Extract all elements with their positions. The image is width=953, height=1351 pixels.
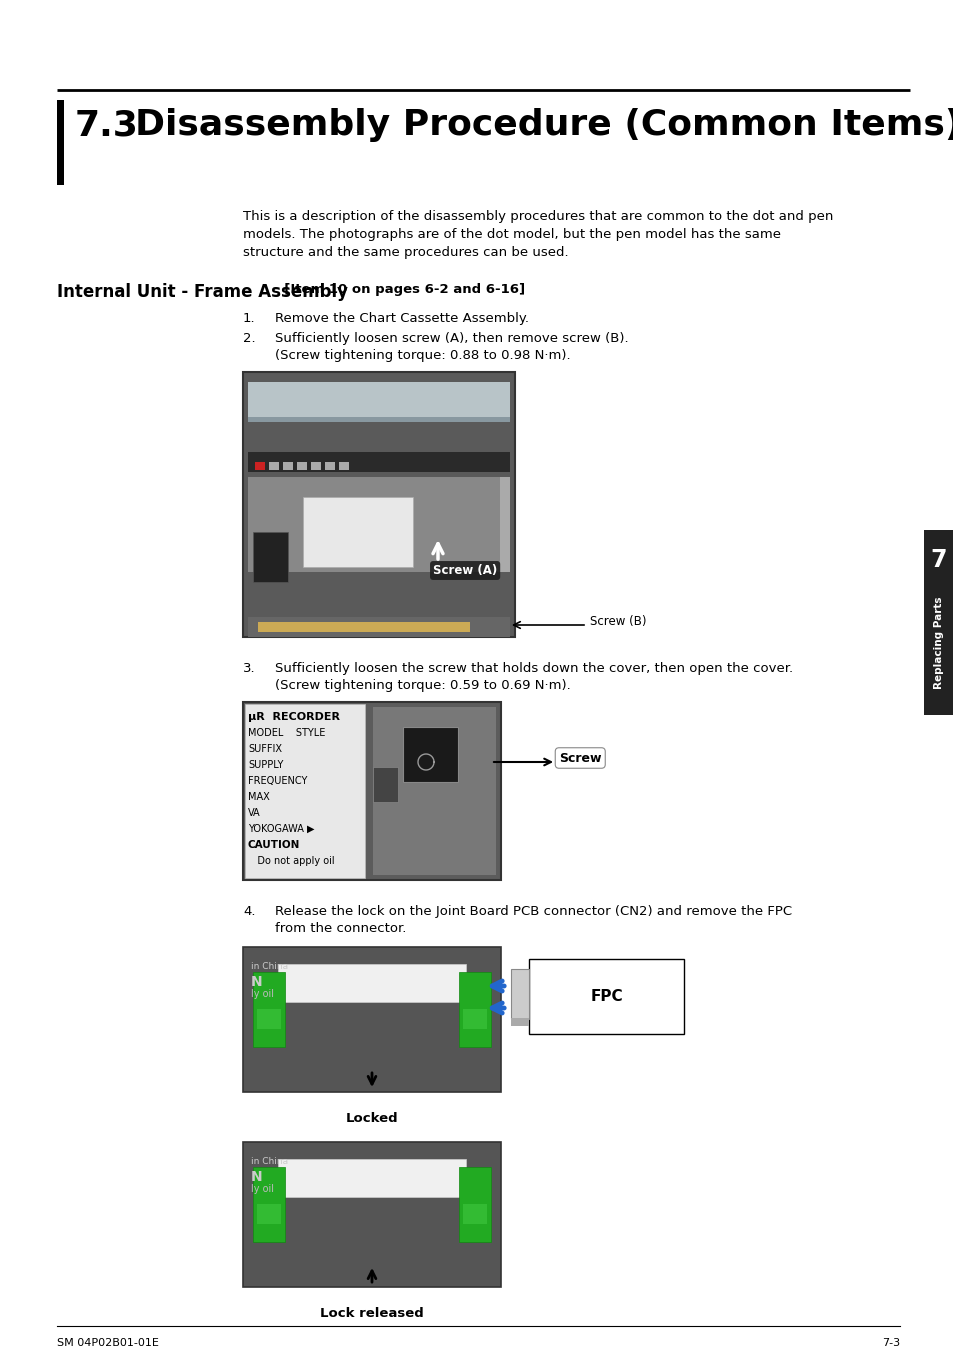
Text: 2.: 2. bbox=[243, 332, 255, 345]
Bar bbox=[243, 1142, 500, 1288]
Text: Locked: Locked bbox=[345, 1112, 398, 1125]
Bar bbox=[248, 417, 510, 422]
Bar bbox=[253, 532, 288, 582]
Text: N: N bbox=[251, 975, 262, 989]
Text: structure and the same procedures can be used.: structure and the same procedures can be… bbox=[243, 246, 568, 259]
Bar bbox=[458, 971, 491, 1047]
Bar bbox=[511, 1019, 529, 1025]
Text: Screw (B): Screw (B) bbox=[589, 615, 646, 627]
Text: Lock released: Lock released bbox=[320, 1306, 423, 1320]
Text: 1.: 1. bbox=[243, 312, 255, 326]
Bar bbox=[529, 959, 683, 1034]
Bar bbox=[243, 703, 500, 880]
Bar bbox=[296, 462, 307, 470]
Bar bbox=[257, 621, 470, 632]
Text: [Item 10 on pages 6-2 and 6-16]: [Item 10 on pages 6-2 and 6-16] bbox=[274, 282, 524, 296]
Text: SUFFIX: SUFFIX bbox=[248, 744, 282, 754]
Bar bbox=[338, 462, 349, 470]
Text: 4.: 4. bbox=[243, 905, 255, 917]
Text: 3.: 3. bbox=[243, 662, 255, 676]
Bar bbox=[248, 617, 510, 638]
Text: in China: in China bbox=[251, 962, 288, 971]
Bar bbox=[402, 727, 457, 782]
Bar bbox=[325, 462, 335, 470]
Bar bbox=[243, 947, 500, 1092]
Text: YOKOGAWA ▶: YOKOGAWA ▶ bbox=[248, 824, 314, 834]
Text: MODEL    STYLE: MODEL STYLE bbox=[248, 728, 325, 738]
Text: Disassembly Procedure (Common Items): Disassembly Procedure (Common Items) bbox=[135, 108, 953, 142]
Bar bbox=[254, 462, 265, 470]
Bar bbox=[248, 477, 510, 571]
Bar bbox=[303, 497, 413, 567]
Text: µR  RECORDER: µR RECORDER bbox=[248, 712, 339, 721]
Text: 7: 7 bbox=[930, 549, 946, 571]
Bar bbox=[283, 462, 293, 470]
Bar bbox=[253, 971, 285, 1047]
Text: Internal Unit - Frame Assembly: Internal Unit - Frame Assembly bbox=[57, 282, 348, 301]
Text: from the connector.: from the connector. bbox=[274, 921, 406, 935]
Text: (Screw tightening torque: 0.88 to 0.98 N·m).: (Screw tightening torque: 0.88 to 0.98 N… bbox=[274, 349, 570, 362]
Bar bbox=[245, 704, 365, 878]
Text: Sufficiently loosen the screw that holds down the cover, then open the cover.: Sufficiently loosen the screw that holds… bbox=[274, 662, 792, 676]
Bar bbox=[462, 1009, 486, 1029]
Bar bbox=[248, 382, 510, 422]
Bar bbox=[511, 969, 529, 1019]
Text: models. The photographs are of the dot model, but the pen model has the same: models. The photographs are of the dot m… bbox=[243, 228, 781, 240]
Bar bbox=[373, 707, 496, 875]
Bar bbox=[373, 767, 397, 802]
Text: FPC: FPC bbox=[590, 989, 622, 1004]
Bar bbox=[923, 530, 953, 715]
Text: CAUTION: CAUTION bbox=[248, 840, 300, 850]
Text: Remove the Chart Cassette Assembly.: Remove the Chart Cassette Assembly. bbox=[274, 312, 529, 326]
Text: Release the lock on the Joint Board PCB connector (CN2) and remove the FPC: Release the lock on the Joint Board PCB … bbox=[274, 905, 791, 917]
Text: N: N bbox=[251, 1170, 262, 1183]
Bar bbox=[311, 462, 320, 470]
Bar bbox=[269, 462, 278, 470]
Text: SUPPLY: SUPPLY bbox=[248, 761, 283, 770]
Bar bbox=[277, 1159, 465, 1197]
Bar bbox=[57, 100, 64, 185]
Bar bbox=[458, 1167, 491, 1242]
Text: MAX: MAX bbox=[248, 792, 270, 802]
Text: ly oil: ly oil bbox=[251, 1183, 274, 1194]
Text: Do not apply oil: Do not apply oil bbox=[248, 857, 335, 866]
Text: This is a description of the disassembly procedures that are common to the dot a: This is a description of the disassembly… bbox=[243, 209, 833, 223]
Text: Screw (A): Screw (A) bbox=[433, 563, 497, 577]
Bar bbox=[277, 965, 465, 1002]
Text: (Screw tightening torque: 0.59 to 0.69 N·m).: (Screw tightening torque: 0.59 to 0.69 N… bbox=[274, 680, 570, 692]
Text: SM 04P02B01-01E: SM 04P02B01-01E bbox=[57, 1337, 159, 1348]
Text: Replacing Parts: Replacing Parts bbox=[933, 596, 943, 689]
Text: Screw: Screw bbox=[558, 751, 601, 765]
Text: Sufficiently loosen screw (A), then remove screw (B).: Sufficiently loosen screw (A), then remo… bbox=[274, 332, 628, 345]
Bar bbox=[248, 453, 510, 471]
Bar bbox=[243, 372, 515, 638]
Text: 7-3: 7-3 bbox=[881, 1337, 899, 1348]
Text: in China: in China bbox=[251, 1156, 288, 1166]
Bar bbox=[253, 1167, 285, 1242]
Text: VA: VA bbox=[248, 808, 260, 817]
Text: FREQUENCY: FREQUENCY bbox=[248, 775, 307, 786]
Bar bbox=[256, 1009, 281, 1029]
Text: ly oil: ly oil bbox=[251, 989, 274, 998]
Bar bbox=[499, 477, 510, 571]
Bar bbox=[256, 1204, 281, 1224]
Bar bbox=[462, 1204, 486, 1224]
Text: 7.3: 7.3 bbox=[75, 108, 139, 142]
